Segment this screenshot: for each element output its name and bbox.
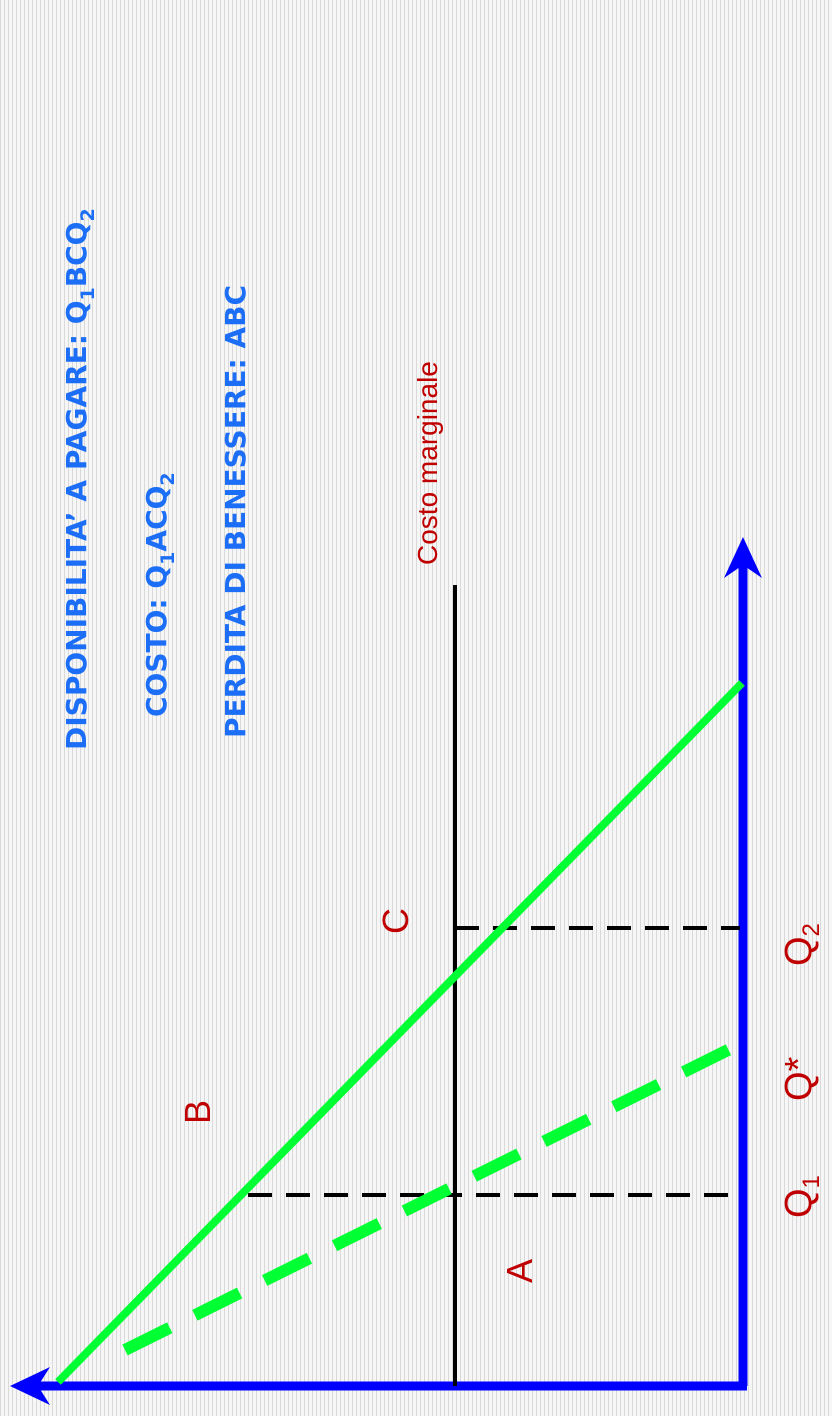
demand-line [55,680,745,1385]
axes [10,537,762,1405]
dashed-guides [248,926,740,1197]
point-b-label: B [177,1100,218,1124]
q2-label: Q2 [778,923,825,966]
point-c-label: C [375,908,416,934]
welfare-loss-annotation: PERDITA DI BENESSERE: ABC [219,285,252,738]
qstar-label: Q* [778,1056,820,1101]
quantity-axis-arrowhead [724,537,762,578]
point-a-label: A [499,1259,540,1283]
price-axis-arrowhead [10,1367,50,1405]
marginal-cost-label: Costo marginale [412,361,443,565]
willingness-to-pay-annotation: DISPONIBILITA’ A PAGARE: Q1BCQ2 [60,208,99,750]
marginal-private-benefit-dashed-line [122,1039,741,1356]
cost-annotation: COSTO: Q1ACQ2 [140,472,179,717]
q1-label: Q1 [778,1175,825,1218]
